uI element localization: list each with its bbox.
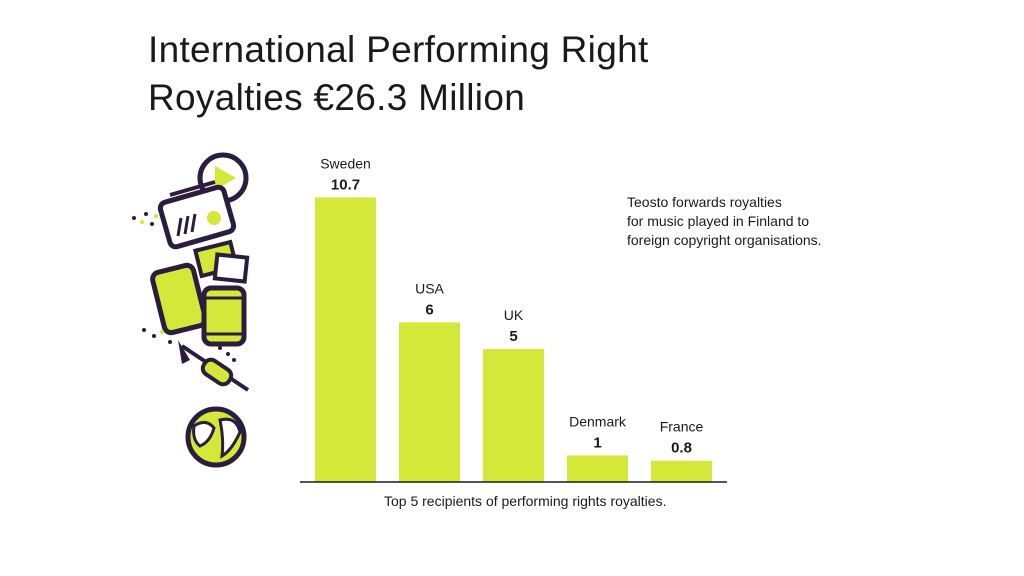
category-label-usa: USA [415,280,444,296]
category-label-uk: UK [504,307,524,323]
value-label-uk: 5 [509,328,517,345]
phone-icon [201,285,247,347]
ticket-icon [192,239,250,284]
radio-icon [132,180,237,250]
note-line-1: Teosto forwards royalties [627,194,782,210]
value-label-usa: 6 [425,301,433,318]
value-label-france: 0.8 [671,440,692,457]
bar-usa [399,322,460,482]
tablet-icon [150,262,208,336]
note-text: Teosto forwards royalties for music play… [627,193,887,250]
value-label-denmark: 1 [593,434,601,451]
bar-uk [483,349,544,482]
category-label-sweden: Sweden [320,155,371,171]
category-label-france: France [660,419,704,435]
bar-sweden [315,197,376,482]
chart-title-line-1: International Performing Right [148,29,649,70]
globe-icon [185,406,247,468]
trumpet-icon [142,328,250,392]
chart-caption: Top 5 recipients of performing rights ro… [384,493,667,509]
bar-france [651,460,712,482]
bars-group: 10.7 Sweden 6 USA 5 UK 1 Denmark 0.8 France [315,155,712,482]
music-illustration [132,152,250,468]
note-line-3: foreign copyright organisations. [627,232,822,248]
category-label-denmark: Denmark [569,413,627,429]
chart-title: International Performing Right Royalties… [148,26,848,122]
chart-title-line-2: Royalties €26.3 Million [148,77,526,118]
note-line-2: for music played in Finland to [627,213,810,229]
value-label-sweden: 10.7 [331,176,360,193]
bar-denmark [567,455,628,482]
